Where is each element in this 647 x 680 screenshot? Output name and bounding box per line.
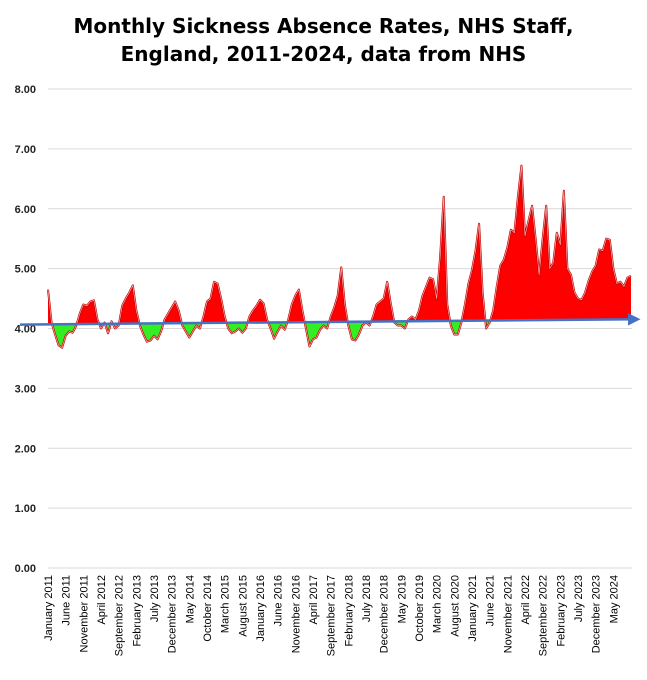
area-below-trend: [181, 323, 202, 338]
chart-title-line-1: Monthly Sickness Absence Rates, NHS Staf…: [73, 14, 574, 38]
x-tick-label: May 2019: [396, 575, 408, 623]
x-tick-label: March 2020: [432, 575, 444, 633]
area-above-trend: [201, 281, 227, 324]
y-tick-label: 3.00: [15, 383, 36, 395]
y-tick-label: 4.00: [15, 324, 36, 336]
y-tick-label: 0.00: [15, 563, 36, 575]
y-tick-label: 8.00: [15, 84, 36, 96]
area-above-trend: [118, 285, 140, 324]
chart-title: Monthly Sickness Absence Rates, NHS Staf…: [0, 12, 647, 68]
x-tick-label: March 2015: [220, 575, 232, 633]
x-tick-label: January 2016: [255, 575, 267, 642]
x-tick-label: January 2021: [467, 575, 479, 642]
x-tick-label: November 2021: [502, 575, 514, 653]
x-tick-label: June 2021: [485, 575, 497, 626]
x-tick-label: May 2024: [608, 575, 620, 623]
trend-line: [19, 313, 641, 326]
y-tick-label: 7.00: [15, 144, 36, 156]
trend-arrow-line: [19, 313, 641, 326]
x-tick-label: April 2017: [308, 575, 320, 625]
x-tick-label: February 2023: [555, 575, 567, 647]
x-tick-label: May 2014: [184, 575, 196, 623]
x-tick-label: July 2013: [149, 575, 161, 622]
area-above-trend: [76, 300, 100, 325]
x-tick-label: October 2014: [202, 575, 214, 642]
gridlines: [48, 88, 632, 569]
series-line: [47, 164, 632, 349]
x-tick-label: September 2012: [114, 575, 126, 656]
area-below-trend: [304, 322, 330, 347]
x-tick-label: July 2018: [361, 575, 373, 622]
series-highlight: [47, 165, 632, 349]
x-tick-label: September 2017: [326, 575, 338, 656]
x-tick-label: July 2023: [573, 575, 585, 622]
x-tick-label: November 2016: [290, 575, 302, 653]
x-tick-label: December 2013: [167, 575, 179, 653]
area-above-trend: [407, 196, 451, 322]
x-tick-label: September 2022: [538, 575, 550, 656]
area-above-trend: [287, 289, 305, 323]
x-tick-label: February 2013: [131, 575, 143, 647]
chart-title-line-2: England, 2011-2024, data from NHS: [120, 42, 527, 66]
x-tick-label: April 2022: [520, 575, 532, 625]
x-tick-label: November 2011: [78, 575, 90, 652]
x-tick-label: June 2016: [273, 575, 285, 626]
x-tick-label: April 2012: [96, 575, 108, 625]
y-axis-ticks: 0.00 1.00 2.00 3.00 4.00 5.00 6.00 7.00 8.00: [15, 84, 36, 575]
x-tick-label: August 2020: [449, 575, 461, 637]
y-tick-label: 6.00: [15, 204, 36, 216]
y-tick-label: 2.00: [15, 443, 36, 455]
x-axis-ticks: January 2011 June 2011 November 2011 April …: [43, 575, 620, 656]
area-above-trend: [48, 289, 53, 325]
x-tick-label: October 2019: [414, 575, 426, 642]
x-tick-label: December 2023: [591, 575, 603, 653]
x-tick-label: January 2011: [43, 575, 55, 641]
x-tick-label: June 2011: [61, 575, 73, 626]
x-tick-label: August 2015: [237, 575, 249, 637]
y-tick-label: 5.00: [15, 264, 36, 276]
x-tick-label: February 2018: [343, 575, 355, 647]
x-tick-label: December 2018: [379, 575, 391, 653]
y-tick-label: 1.00: [15, 503, 36, 515]
area-below-trend: [226, 322, 248, 334]
